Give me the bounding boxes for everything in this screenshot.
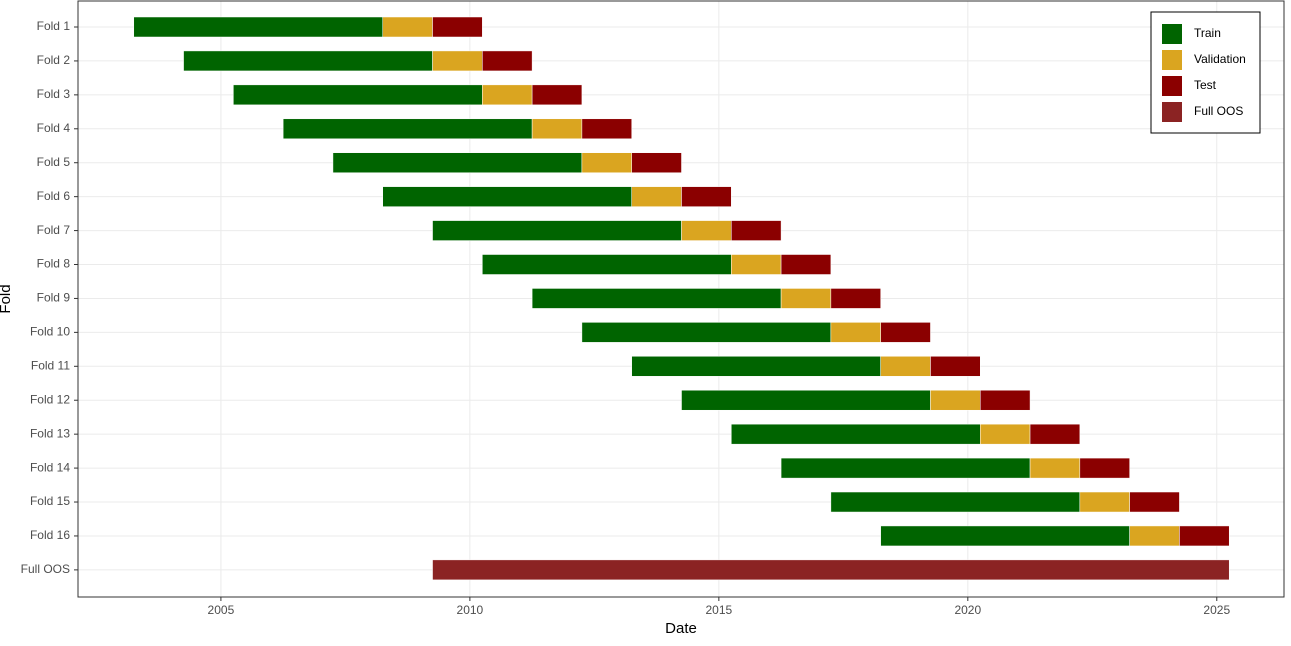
y-tick-label: Fold 11 bbox=[31, 358, 70, 372]
bar-segment bbox=[681, 186, 732, 207]
bar-segment bbox=[282, 118, 533, 140]
bar-segment bbox=[980, 389, 1031, 411]
x-tick-label: 2015 bbox=[705, 603, 732, 617]
y-tick-label: Fold 13 bbox=[30, 426, 70, 440]
x-tick-label: 2005 bbox=[208, 603, 235, 617]
legend: Train Validation Test Full OOS bbox=[1150, 11, 1261, 134]
bar-segment bbox=[531, 118, 583, 140]
bar-segment bbox=[382, 186, 632, 207]
bar-segment bbox=[581, 118, 632, 140]
y-tick-label: Fold 3 bbox=[37, 87, 71, 101]
bar-segment bbox=[731, 423, 981, 445]
bar-segment bbox=[731, 254, 782, 275]
bar-segment bbox=[780, 457, 1031, 479]
x-tick-label: 2025 bbox=[1203, 603, 1230, 617]
bar-segment bbox=[432, 16, 483, 38]
y-tick-label: Fold 7 bbox=[37, 223, 71, 237]
bar-segment bbox=[133, 16, 383, 38]
bar-segment bbox=[1079, 457, 1130, 479]
bar-segment bbox=[432, 559, 1230, 581]
bar-segment bbox=[980, 423, 1031, 445]
y-tick-label: Fold 2 bbox=[37, 53, 71, 67]
legend-label: Validation bbox=[1194, 52, 1246, 66]
bar-segment bbox=[880, 356, 931, 377]
y-axis-title: Fold bbox=[0, 284, 14, 313]
bar-segment bbox=[1179, 525, 1230, 547]
bar-segment bbox=[581, 322, 832, 343]
y-tick-label: Fold 14 bbox=[30, 460, 70, 474]
bar-segment bbox=[432, 220, 682, 241]
bar-segment bbox=[631, 152, 682, 173]
bar-segment bbox=[432, 50, 483, 72]
y-tick-label: Fold 16 bbox=[30, 528, 70, 542]
y-tick-label: Fold 15 bbox=[30, 494, 70, 508]
bar-segment bbox=[880, 525, 1130, 547]
bar-segment bbox=[930, 389, 981, 411]
legend-swatch bbox=[1162, 102, 1182, 122]
x-tick-label: 2020 bbox=[954, 603, 981, 617]
bar-segment bbox=[1029, 423, 1081, 445]
legend-swatch bbox=[1162, 24, 1182, 44]
bar-segment bbox=[830, 322, 881, 343]
bar-segment bbox=[830, 288, 881, 309]
bar-segment bbox=[830, 491, 1081, 513]
bar-segment bbox=[681, 389, 931, 411]
legend-swatch bbox=[1162, 76, 1182, 96]
bar-segment bbox=[1129, 491, 1180, 513]
bar-segment bbox=[332, 152, 583, 173]
bar-segment bbox=[233, 84, 483, 106]
y-tick-label: Fold 12 bbox=[30, 392, 70, 406]
y-tick-label: Fold 10 bbox=[30, 325, 70, 339]
bar-segment bbox=[531, 288, 782, 309]
bar-segment bbox=[930, 356, 981, 377]
bar-segment bbox=[681, 220, 732, 241]
legend-label: Train bbox=[1194, 26, 1221, 40]
x-tick-label: 2010 bbox=[457, 603, 484, 617]
x-axis-title: Date bbox=[665, 620, 697, 637]
bar-segment bbox=[631, 356, 881, 377]
bar-segment bbox=[482, 254, 732, 275]
bar-segment bbox=[531, 84, 583, 106]
bar-segment bbox=[482, 84, 533, 106]
bar-segment bbox=[880, 322, 931, 343]
bar-segment bbox=[780, 254, 832, 275]
y-tick-label: Fold 8 bbox=[37, 257, 71, 271]
y-tick-label: Fold 1 bbox=[37, 19, 71, 33]
bar-segment bbox=[1079, 491, 1130, 513]
bar-segment bbox=[1029, 457, 1081, 479]
y-tick-label: Fold 9 bbox=[37, 291, 71, 305]
legend-label: Full OOS bbox=[1194, 104, 1243, 118]
bar-segment bbox=[780, 288, 832, 309]
bar-segment bbox=[731, 220, 782, 241]
bar-segment bbox=[631, 186, 682, 207]
bar-segment bbox=[183, 50, 433, 72]
y-tick-label: Fold 5 bbox=[37, 155, 71, 169]
y-tick-label: Full OOS bbox=[21, 562, 70, 576]
bar-segment bbox=[382, 16, 433, 38]
bar-segment bbox=[482, 50, 533, 72]
legend-label: Test bbox=[1194, 78, 1217, 92]
bar-segment bbox=[1129, 525, 1180, 547]
legend-swatch bbox=[1162, 50, 1182, 70]
y-tick-label: Fold 4 bbox=[37, 121, 71, 135]
bar-segment bbox=[581, 152, 632, 173]
y-tick-label: Fold 6 bbox=[37, 189, 71, 203]
plot-border bbox=[77, 0, 1285, 598]
